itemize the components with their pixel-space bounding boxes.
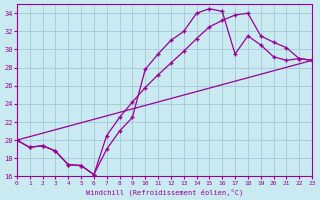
X-axis label: Windchill (Refroidissement éolien,°C): Windchill (Refroidissement éolien,°C)	[86, 188, 243, 196]
